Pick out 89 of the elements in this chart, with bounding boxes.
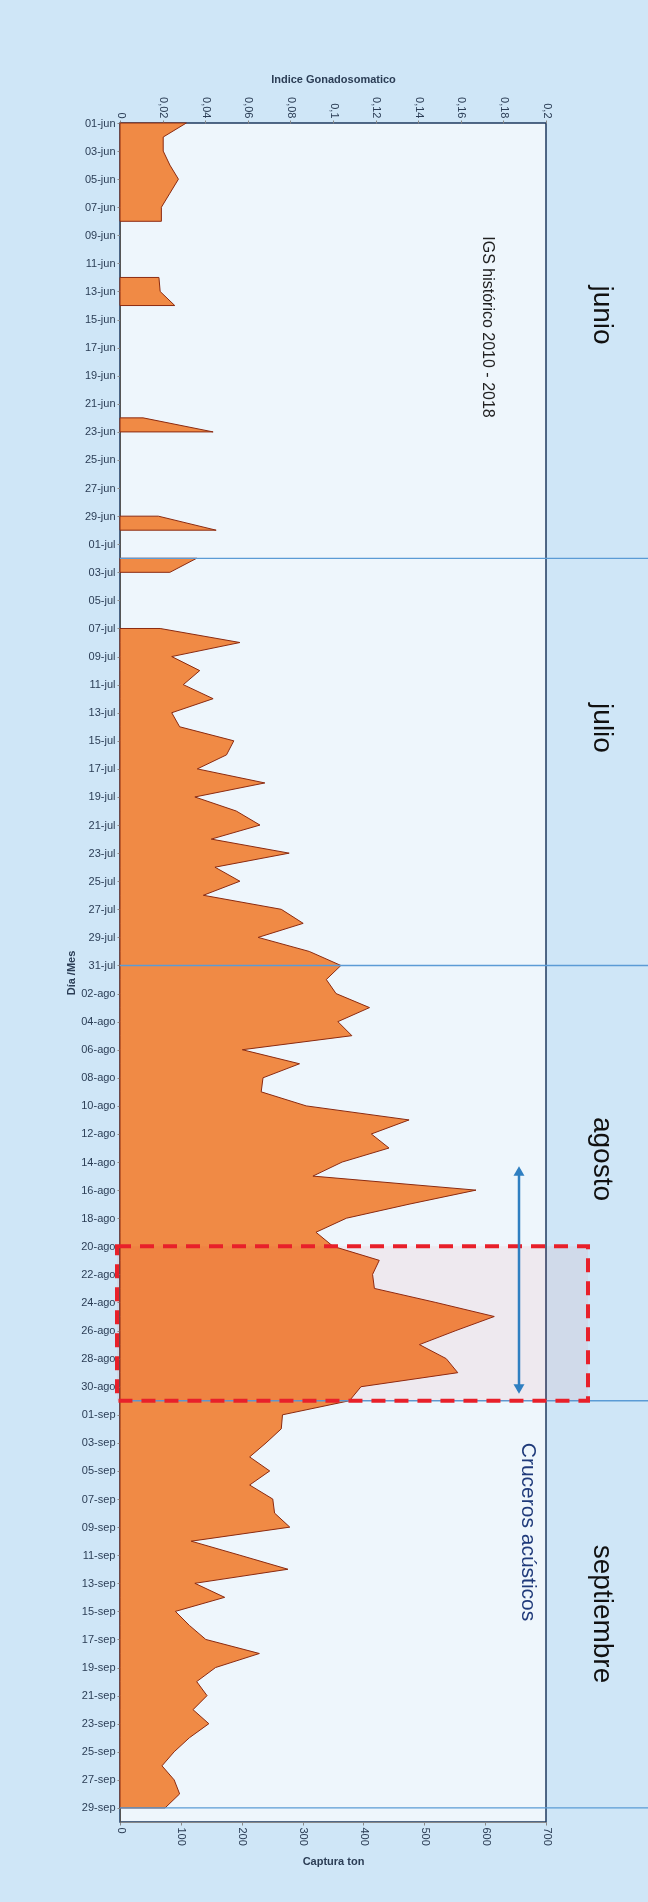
y-tick-label: 13-jun bbox=[84, 285, 116, 297]
y-tick-label: 08-ago bbox=[81, 1071, 116, 1084]
y-tick-label: 27-sep bbox=[81, 1773, 116, 1786]
y-tick-label: 23-sep bbox=[81, 1717, 116, 1730]
x2-tick-label: 0,1 bbox=[328, 103, 341, 119]
y-tick-label: 31-jul bbox=[88, 958, 116, 971]
annotation: IGS histórico 2010 - 2018 bbox=[480, 236, 497, 418]
y-tick-label: 19-jun bbox=[84, 369, 116, 382]
y-tick-label: 27-jul bbox=[88, 902, 116, 915]
y-tick-label: 07-sep bbox=[81, 1492, 116, 1505]
y-tick-label: 27-jun bbox=[84, 481, 116, 494]
y-tick-label: 03-sep bbox=[81, 1436, 116, 1449]
y-tick-label: 10-ago bbox=[81, 1099, 116, 1112]
y-tick-label: 29-sep bbox=[81, 1801, 116, 1814]
x2-tick-label: 0,06 bbox=[243, 97, 256, 119]
y-tick-label: 13-jul bbox=[88, 706, 116, 719]
y-tick-label: 17-jul bbox=[88, 762, 116, 775]
x-tick-label: 300 bbox=[298, 1827, 311, 1846]
y-tick-label: 07-jun bbox=[84, 200, 116, 213]
y-tick-label: 09-jul bbox=[88, 650, 116, 663]
x2-tick-label: 0,02 bbox=[158, 97, 171, 119]
y-tick-label: 11-sep bbox=[82, 1548, 116, 1561]
y-tick-label: 13-sep bbox=[81, 1576, 116, 1589]
x-tick-label: 500 bbox=[419, 1827, 432, 1846]
y-tick-label: 12-ago bbox=[81, 1127, 116, 1140]
y-tick-label: 25-jun bbox=[84, 453, 116, 466]
y-tick-label: 19-jul bbox=[88, 790, 116, 803]
y-tick-label: 18-ago bbox=[81, 1211, 116, 1224]
y-tick-label: 16-ago bbox=[81, 1183, 116, 1196]
annotation: Cruceros acústicos bbox=[518, 1442, 541, 1622]
y-tick-label: 21-jul bbox=[88, 818, 116, 831]
y-tick-label: 01-jun bbox=[84, 116, 116, 129]
y-tick-label: 17-sep bbox=[81, 1632, 116, 1645]
y-tick-label: 03-jul bbox=[88, 565, 116, 578]
y-tick-label: 09-sep bbox=[81, 1520, 116, 1533]
y-tick-label: 29-jun bbox=[84, 509, 116, 522]
y-tick-label: 24-ago bbox=[81, 1295, 116, 1308]
x2-axis-title: Indice Gonadosomatico bbox=[271, 73, 397, 86]
text: julio bbox=[588, 702, 619, 753]
y-tick-label: 11-jun bbox=[85, 256, 116, 269]
y-tick-label: 04-ago bbox=[81, 1015, 116, 1028]
y-tick-label: 29-jul bbox=[88, 930, 116, 943]
y-tick-label: 01-sep bbox=[81, 1408, 116, 1421]
y-tick-label: 17-jun bbox=[84, 341, 116, 354]
y-tick-label: 28-ago bbox=[81, 1352, 116, 1365]
text: septiembre bbox=[588, 1544, 619, 1684]
x-axis-title: Captura ton bbox=[302, 1854, 365, 1867]
x-tick-label: 100 bbox=[176, 1827, 189, 1846]
y-tick-label: 19-sep bbox=[81, 1661, 116, 1674]
y-tick-label: 11-jul bbox=[89, 678, 116, 691]
y-tick-label: 14-ago bbox=[81, 1155, 116, 1168]
x2-tick-label: 0,04 bbox=[200, 97, 213, 119]
y-tick-label: 23-jul bbox=[88, 846, 116, 859]
y-tick-label: 20-ago bbox=[81, 1239, 116, 1252]
y-tick-label: 30-ago bbox=[81, 1380, 116, 1393]
y-tick-label: 03-jun bbox=[84, 144, 116, 157]
y-axis-title: Día /Mes bbox=[65, 950, 78, 996]
y-tick-label: 23-jun bbox=[84, 425, 116, 438]
x2-tick-label: 0,14 bbox=[413, 97, 426, 119]
y-tick-label: 21-sep bbox=[81, 1689, 116, 1702]
x-tick-label: 600 bbox=[480, 1827, 493, 1846]
x2-tick-label: 0 bbox=[115, 112, 128, 119]
y-tick-label: 05-sep bbox=[81, 1464, 116, 1477]
text: agosto bbox=[588, 1116, 619, 1202]
y-tick-label: 15-jul bbox=[88, 734, 116, 747]
y-tick-label: 22-ago bbox=[81, 1267, 116, 1280]
y-tick-label: 21-jun bbox=[84, 397, 116, 410]
y-tick-label: 15-sep bbox=[81, 1604, 116, 1617]
x2-tick-label: 0,16 bbox=[456, 97, 469, 119]
y-tick-label: 26-ago bbox=[81, 1324, 116, 1337]
x-tick-label: 700 bbox=[541, 1827, 554, 1846]
y-tick-label: 07-jul bbox=[88, 621, 116, 634]
x2-tick-label: 0,2 bbox=[541, 103, 554, 119]
y-tick-label: 01-jul bbox=[88, 537, 116, 550]
x2-tick-label: 0,12 bbox=[371, 97, 384, 119]
x-tick-label: 200 bbox=[237, 1827, 250, 1846]
text: junio bbox=[588, 284, 619, 345]
y-tick-label: 25-sep bbox=[81, 1745, 116, 1758]
y-tick-label: 05-jul bbox=[88, 593, 116, 606]
y-tick-label: 02-ago bbox=[81, 987, 116, 1000]
y-tick-label: 05-jun bbox=[84, 172, 116, 185]
y-tick-label: 25-jul bbox=[88, 874, 116, 887]
x-tick-label: 0 bbox=[115, 1827, 128, 1834]
x2-tick-label: 0,18 bbox=[498, 97, 511, 119]
y-tick-label: 15-jun bbox=[84, 313, 116, 326]
x-tick-label: 400 bbox=[358, 1827, 371, 1846]
y-tick-label: 09-jun bbox=[84, 228, 116, 241]
y-tick-label: 06-ago bbox=[81, 1043, 116, 1056]
x2-tick-label: 0,08 bbox=[285, 97, 298, 119]
